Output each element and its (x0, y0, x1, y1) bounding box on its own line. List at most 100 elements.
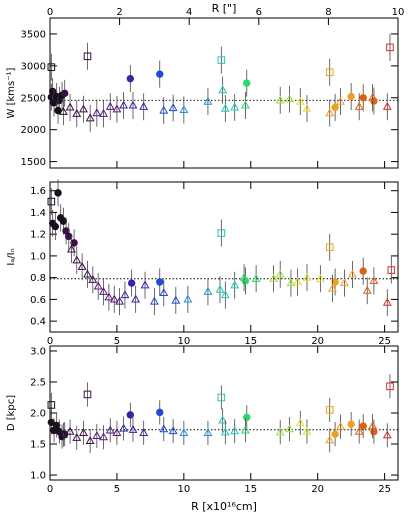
data-point-triangle (285, 94, 295, 103)
data-point-triangle (168, 103, 178, 112)
x-tick-label: 10 (177, 484, 190, 495)
data-point-triangle (119, 100, 129, 109)
data-point-triangle (348, 269, 357, 278)
data-point-square (47, 63, 56, 71)
x-tick-label: 0 (47, 336, 53, 347)
data-point-circle (243, 413, 251, 422)
x-tick-label: 20 (311, 336, 324, 347)
bottom-x-axis-label: R [x10¹⁶cm] (191, 500, 257, 513)
data-point-triangle (88, 275, 98, 283)
data-point-triangle (203, 428, 213, 436)
data-point-circle (156, 70, 164, 78)
data-point-circle (126, 74, 135, 83)
data-point-triangle (85, 113, 95, 122)
data-point-triangle (340, 278, 349, 287)
y-tick-label: 0.6 (30, 295, 46, 306)
data-point-triangle (139, 428, 149, 436)
data-point-triangle (92, 431, 102, 440)
data-point-triangle (79, 428, 88, 436)
data-point-triangle (220, 290, 230, 299)
y-tick-label: 1.0 (30, 251, 46, 262)
data-point-triangle (58, 429, 68, 438)
data-point-triangle (99, 108, 108, 117)
top-x-tick-label: 8 (325, 7, 331, 18)
data-point-triangle (149, 296, 159, 305)
data-point-triangle (240, 100, 250, 109)
data-point-triangle (72, 432, 82, 441)
y-tick-label: 1.2 (30, 230, 46, 241)
x-tick-label: 25 (378, 336, 391, 347)
data-point-triangle (79, 104, 88, 113)
data-point-triangle (120, 290, 130, 299)
data-point-triangle (104, 292, 114, 301)
series-circle (47, 400, 378, 449)
data-point-triangle (325, 108, 335, 117)
data-point-circle (70, 239, 78, 247)
data-point-circle (370, 97, 378, 105)
data-point-triangle (327, 283, 337, 292)
data-point-triangle (275, 95, 285, 104)
data-point-triangle (58, 107, 68, 115)
data-point-triangle (77, 261, 87, 270)
y-axis-label: Iₐ/Iₙ (6, 248, 17, 265)
data-point-triangle (72, 108, 82, 117)
data-point-triangle (72, 255, 82, 264)
data-point-square (386, 382, 394, 391)
data-point-triangle (335, 421, 345, 430)
x-tick-label: 10 (177, 336, 190, 347)
data-point-triangle (285, 424, 295, 433)
data-point-triangle (159, 288, 169, 296)
data-point-circle (126, 411, 135, 419)
y-tick-label: 3500 (21, 29, 46, 40)
series-triangle (58, 76, 392, 132)
data-point-circle (347, 92, 355, 101)
data-point-circle (359, 422, 367, 430)
data-point-triangle (230, 280, 240, 289)
y-tick-label: 2000 (21, 125, 46, 136)
data-point-square (47, 197, 56, 206)
series-circle (48, 179, 367, 297)
x-tick-label: 20 (311, 484, 324, 495)
data-point-triangle (203, 96, 213, 105)
data-point-circle (331, 430, 339, 438)
series-triangle (66, 235, 392, 317)
data-point-circle (331, 278, 339, 286)
x-tick-label: 15 (244, 336, 257, 347)
data-point-circle (61, 89, 69, 98)
data-point-square (47, 401, 56, 409)
data-point-triangle (171, 295, 181, 304)
top-x-axis-label: R ["] (212, 2, 237, 15)
data-point-triangle (131, 294, 141, 303)
data-point-triangle (140, 280, 150, 289)
data-point-triangle (275, 269, 285, 278)
data-point-triangle (362, 285, 372, 294)
x-tick-label: 5 (114, 336, 120, 347)
data-point-triangle (302, 103, 312, 112)
top-x-tick-label: 0 (47, 7, 53, 18)
data-point-triangle (93, 281, 103, 290)
data-point-circle (370, 427, 378, 436)
data-point-square (386, 43, 394, 52)
data-point-triangle (368, 421, 378, 430)
data-point-circle (241, 277, 250, 285)
data-point-triangle (251, 273, 261, 282)
y-tick-label: 0.4 (30, 317, 46, 328)
data-point-triangle (218, 415, 228, 424)
data-point-circle (54, 189, 62, 197)
panel-D: 1.0 1.5 2.0 2.5 3.0 0 5 10 15 20 25 D [kpc] (6, 345, 399, 495)
data-point-triangle (99, 286, 108, 295)
data-point-triangle (92, 108, 102, 117)
data-point-triangle (354, 101, 364, 110)
y-axis-label: W [kms⁻¹] (6, 67, 17, 118)
data-point-triangle (295, 418, 305, 427)
y-tick-label: 2.5 (30, 377, 46, 388)
data-point-triangle (240, 425, 250, 434)
data-point-triangle (215, 284, 225, 293)
top-x-tick-label: 6 (256, 7, 262, 18)
y-tick-label: 0.8 (30, 273, 46, 284)
data-point-triangle (275, 427, 285, 436)
data-point-triangle (119, 423, 129, 432)
data-point-triangle (168, 426, 178, 435)
